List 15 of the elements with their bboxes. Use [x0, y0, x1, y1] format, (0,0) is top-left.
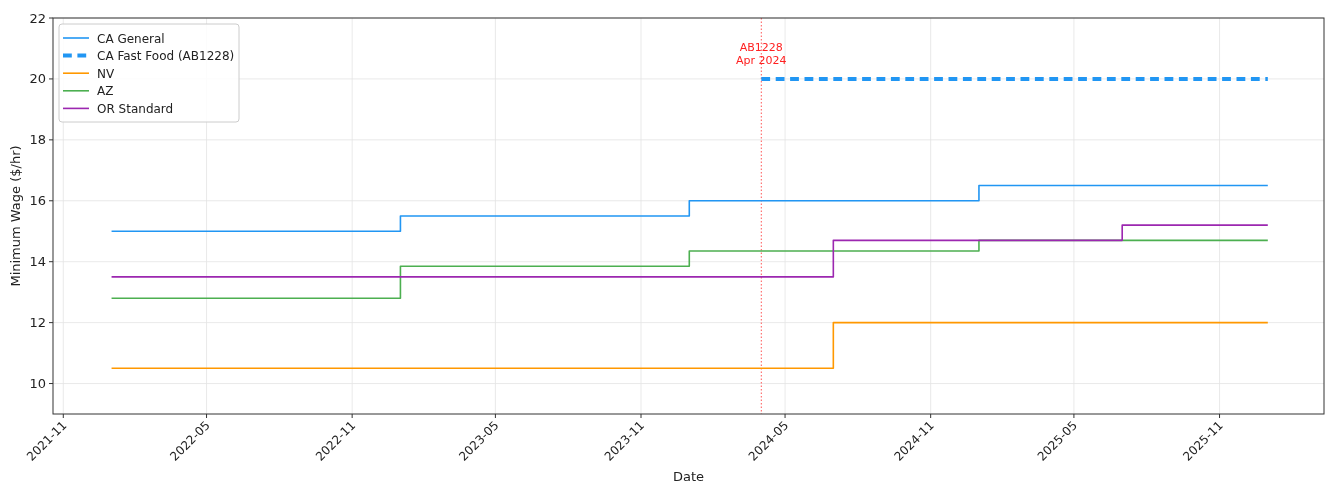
legend-label: CA General	[97, 31, 165, 46]
y-tick-label: 20	[29, 71, 46, 87]
y-axis-title: Minimum Wage ($/hr)	[8, 145, 23, 287]
x-axis-title: Date	[672, 469, 705, 484]
y-tick-label: 18	[29, 132, 46, 148]
y-tick-label: 22	[29, 10, 46, 26]
y-tick-label: 14	[29, 254, 46, 270]
y-tick-label: 10	[29, 376, 46, 392]
legend-label: AZ	[97, 84, 114, 99]
legend-label: NV	[97, 66, 115, 81]
y-tick-label: 12	[29, 315, 46, 331]
ref-line-label: AB1228 Apr 2024	[736, 41, 787, 67]
legend-label: OR Standard	[97, 101, 174, 116]
y-tick-label: 16	[29, 193, 46, 209]
legend-label: CA Fast Food (AB1228)	[97, 49, 235, 64]
